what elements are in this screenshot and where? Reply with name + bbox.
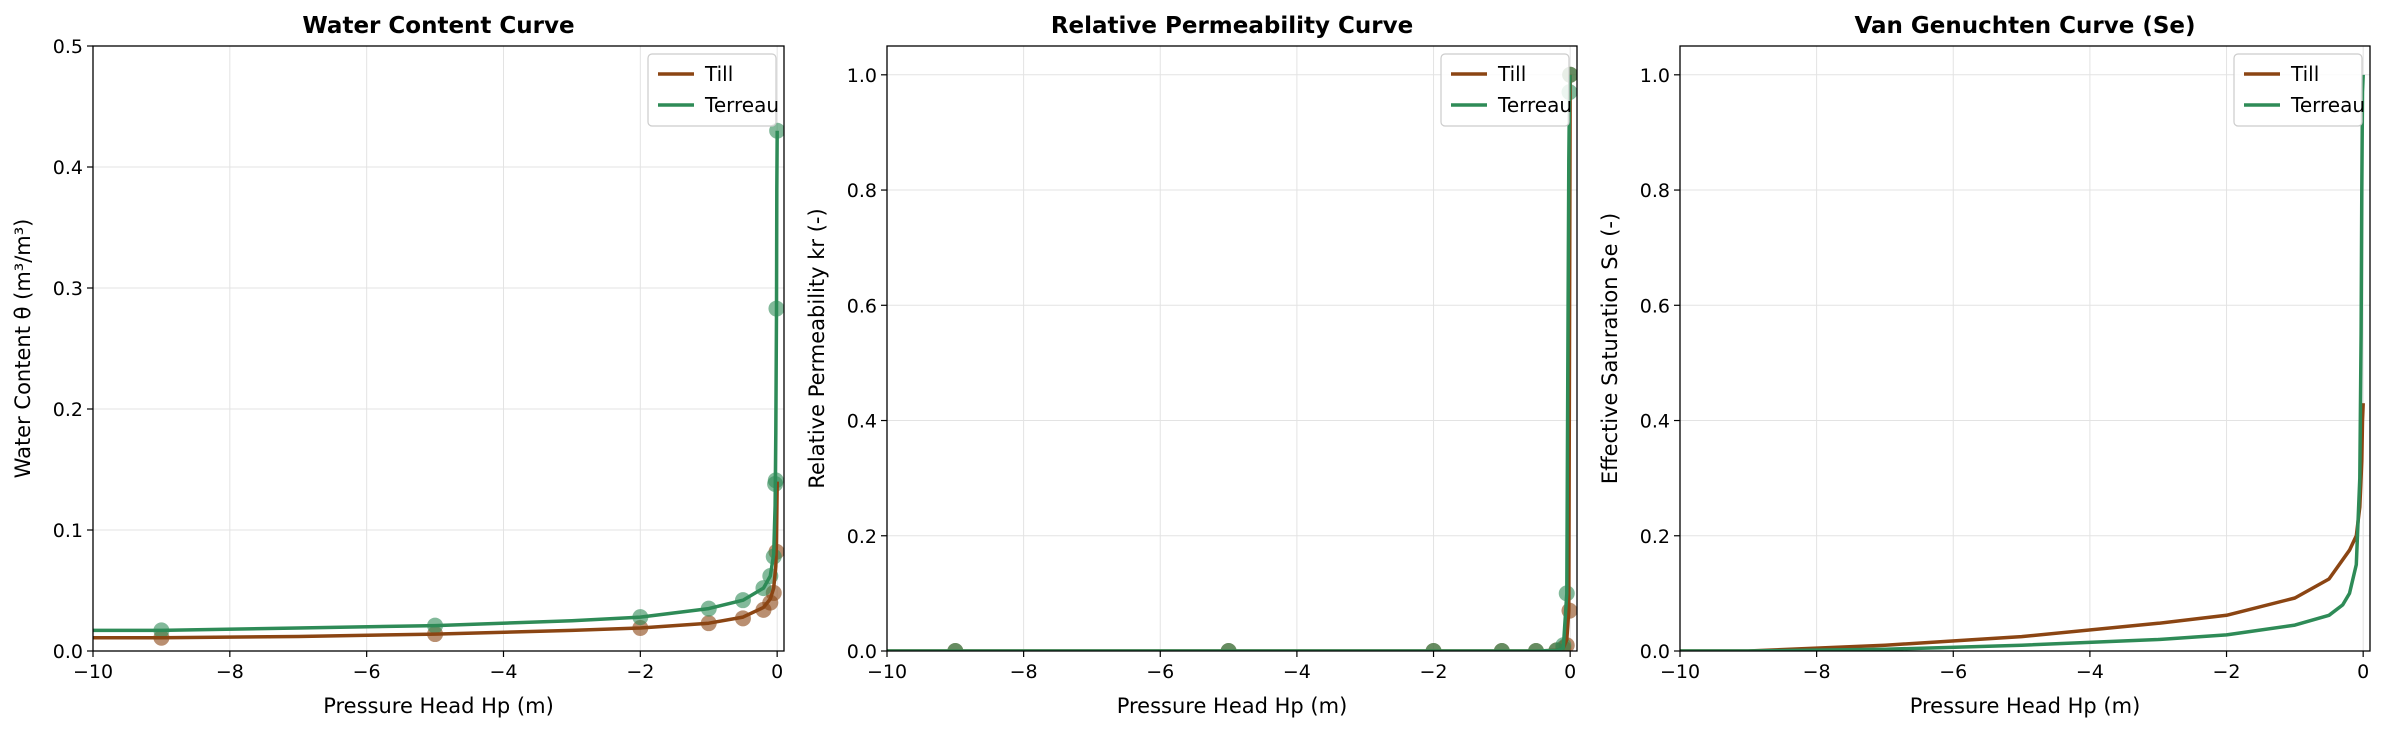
x-tick-label: −10 [73,661,113,683]
y-axis-label: Relative Permeability kr (-) [805,208,829,488]
x-tick-label: −8 [1803,661,1831,683]
y-tick-label: 0.4 [53,157,83,179]
data-point-terreau [1220,643,1237,651]
y-tick-label: 0.1 [53,520,83,542]
x-tick-label: 0 [2357,661,2369,683]
plot-area [1680,74,2365,651]
series-line-till [1680,403,2365,651]
y-tick-label: 0.4 [847,411,877,433]
x-tick-label: −2 [1420,661,1448,683]
plot-area [93,122,784,646]
axes-frame [92,45,785,652]
y-tick-label: 0.4 [1640,411,1670,433]
series-line-terreau [93,130,779,633]
chart-title: Relative Permeability Curve [1051,13,1413,39]
legend: Till Terreau [647,53,779,127]
chart-title: Van Genuchten Curve (Se) [1854,13,2195,39]
legend-box [2233,53,2363,127]
legend-box [647,53,777,127]
x-axis-label: Pressure Head Hp (m) [1117,694,1348,718]
x-tick-label: −2 [626,661,654,683]
x-tick-label: −10 [867,661,907,683]
data-point-terreau [1528,643,1545,651]
y-axis-label: Effective Saturation Se (-) [1598,213,1622,484]
legend: Till Terreau [2233,53,2365,127]
legend-label-till: Till [704,62,733,86]
y-tick-label: 0.6 [1640,295,1670,317]
x-tick-label: −8 [1010,661,1038,683]
legend-label-till: Till [1497,62,1526,86]
legend-label-till: Till [2290,62,2319,86]
legend-label-terreau: Terreau [704,93,779,117]
legend-box [1440,53,1570,127]
x-tick-label: 0 [771,661,783,683]
y-tick-label: 0.2 [847,526,877,548]
axes-frame [886,45,1578,652]
y-tick-label: 1.0 [1640,65,1670,87]
y-tick-label: 0.6 [847,295,877,317]
y-tick-label: 0.5 [53,36,83,58]
y-tick-label: 1.0 [847,65,877,87]
series-line-till [93,481,779,640]
x-tick-label: −2 [2213,661,2241,683]
panel-2: −10 −8 −6 −4 −2 0 0.0 0.2 0.4 0.6 0.8 1.0 Relative P… [805,13,1578,718]
y-tick-label: 0.0 [53,641,83,663]
legend-label-terreau: Terreau [1497,93,1572,117]
series-line-till [887,74,1572,651]
plot-area [887,66,1577,651]
y-tick-label: 0.3 [53,278,83,300]
data-point-terreau [1493,643,1510,651]
axes-frame [1679,45,2371,652]
legend-label-terreau: Terreau [2290,93,2365,117]
legend: Till Terreau [1440,53,1572,127]
panel-1: −10 −8 −6 −4 −2 0 0.0 0.1 0.2 0.3 0.4 0.5 Water Cont… [11,13,785,718]
y-tick-label: 0.8 [847,180,877,202]
x-tick-label: −4 [1283,661,1311,683]
x-tick-label: −6 [1146,661,1174,683]
data-point-terreau [1425,643,1442,651]
series-line-terreau [887,74,1572,651]
chart-title: Water Content Curve [302,13,574,39]
x-tick-label: 0 [1564,661,1576,683]
data-point-terreau [947,643,964,651]
x-tick-label: −6 [353,661,381,683]
y-tick-label: 0.2 [1640,526,1670,548]
y-tick-label: 0.2 [53,399,83,421]
x-tick-label: −4 [489,661,517,683]
panel-3: −10 −8 −6 −4 −2 0 0.0 0.2 0.4 0.6 0.8 1.0 Van Genuch… [1598,13,2371,718]
y-tick-label: 0.8 [1640,180,1670,202]
x-tick-label: −6 [1939,661,1967,683]
x-tick-label: −4 [2076,661,2104,683]
x-tick-label: −10 [1660,661,1700,683]
x-axis-label: Pressure Head Hp (m) [1910,694,2141,718]
series-line-terreau [1680,74,2365,651]
y-tick-label: 0.0 [1640,641,1670,663]
y-tick-label: 0.0 [847,641,877,663]
x-tick-label: −8 [216,661,244,683]
y-axis-label: Water Content θ (m³/m³) [11,219,35,479]
x-axis-label: Pressure Head Hp (m) [323,694,554,718]
